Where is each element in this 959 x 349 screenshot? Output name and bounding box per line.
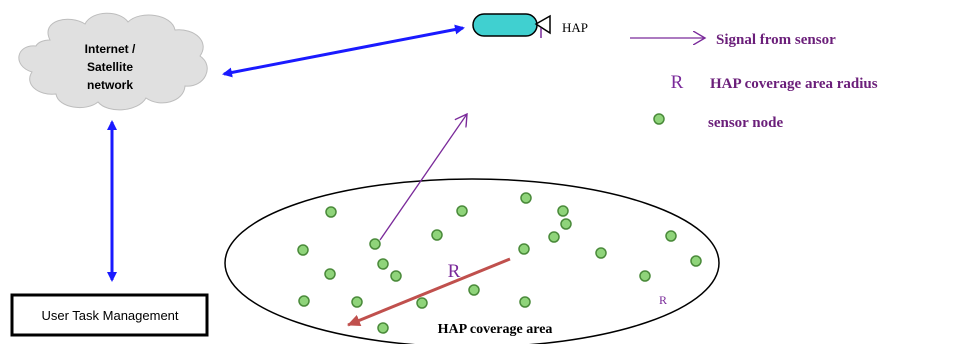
sensor-node xyxy=(298,295,310,307)
sensor-node xyxy=(639,270,651,282)
sensor-node xyxy=(520,192,532,204)
sensor-node xyxy=(377,258,389,270)
legend-signal-label: Signal from sensor xyxy=(716,32,836,48)
cloud-label-line2: Satellite xyxy=(87,60,133,74)
sensor-node xyxy=(377,322,389,334)
sensor-signal-arrow xyxy=(379,114,467,241)
sensor-node xyxy=(557,205,569,217)
sensor-node xyxy=(431,229,443,241)
sensor-node xyxy=(297,244,309,256)
sensor-node xyxy=(351,296,363,308)
sensor-node xyxy=(560,218,572,230)
coverage-area-label: HAP coverage area xyxy=(438,322,553,337)
sensor-node xyxy=(690,255,702,267)
sensor-node xyxy=(456,205,468,217)
sensor-node xyxy=(548,231,560,243)
legend-radius-symbol: R xyxy=(671,72,684,93)
cloud-network: Internet / Satellite network xyxy=(18,12,208,111)
coverage-area-ellipse xyxy=(224,178,720,348)
hap-airship-icon xyxy=(472,13,551,38)
sensor-node xyxy=(416,297,428,309)
cloud-hap-link-arrow xyxy=(222,24,465,78)
sensor-node xyxy=(390,270,402,282)
legend-sensor-icon xyxy=(653,113,665,125)
cloud-label-line1: Internet / xyxy=(85,42,136,56)
sensor-node xyxy=(325,206,337,218)
sensor-node xyxy=(324,268,336,280)
sensor-node xyxy=(519,296,531,308)
cloud-label-line3: network xyxy=(87,78,133,92)
user-task-label: User Task Management xyxy=(41,308,178,323)
sensor-node xyxy=(369,238,381,250)
sensor-nodes xyxy=(297,192,702,334)
radius-label: R xyxy=(448,261,461,282)
legend-sensor-label: sensor node xyxy=(708,115,783,131)
hap-label: HAP xyxy=(562,20,588,35)
sensor-node xyxy=(468,284,480,296)
sensor-node xyxy=(665,230,677,242)
user-task-box: User Task Management xyxy=(10,293,209,337)
coverage-radius-arrow xyxy=(347,257,511,327)
sensor-node xyxy=(595,247,607,259)
sensor-node xyxy=(518,243,530,255)
small-r-label: R xyxy=(659,293,667,307)
legend: Signal from sensor R HAP coverage area r… xyxy=(630,32,878,131)
legend-radius-label: HAP coverage area radius xyxy=(710,76,878,92)
